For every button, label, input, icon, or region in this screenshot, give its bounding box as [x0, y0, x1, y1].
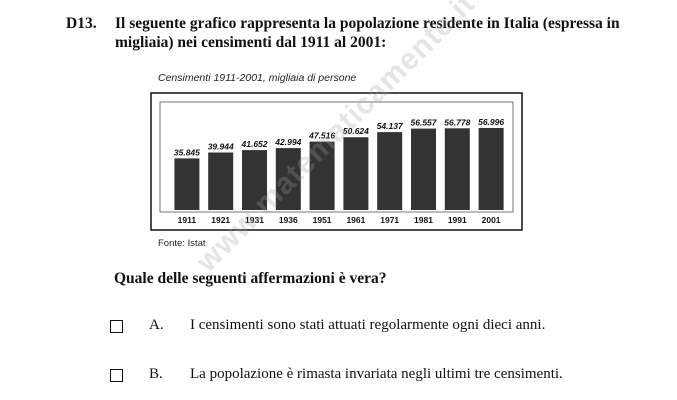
bar-1931: [242, 150, 267, 210]
bar-1921: [208, 152, 234, 210]
question-prompt: Quale delle seguenti affermazioni è vera…: [114, 270, 387, 287]
option-b-checkbox[interactable]: [110, 369, 123, 382]
data-label-1991: 56.778: [444, 117, 470, 127]
bar-1936: [275, 148, 301, 210]
tick-label-2001: 2001: [482, 215, 501, 225]
option-a-text: I censimenti sono stati attuati regolarm…: [190, 317, 546, 333]
bar-1951: [309, 141, 335, 210]
bar-1961: [343, 137, 369, 210]
tick-label-1936: 1936: [279, 215, 298, 225]
tick-label-1931: 1931: [245, 215, 264, 225]
data-label-1911: 35.845: [174, 147, 200, 157]
question-number: D13.: [66, 15, 97, 32]
data-label-1981: 56.557: [411, 118, 438, 128]
data-label-1951: 47.516: [308, 131, 335, 141]
tick-label-1991: 1991: [448, 215, 467, 225]
option-a[interactable]: A. I censimenti sono stati attuati regol…: [0, 317, 677, 341]
data-label-1971: 54.137: [377, 121, 404, 131]
data-label-2001: 56.996: [478, 117, 504, 127]
bar-1971: [377, 132, 403, 210]
data-label-1921: 39.944: [208, 142, 234, 152]
chart-source: Fonte: Istat: [158, 238, 206, 249]
option-a-checkbox[interactable]: [110, 320, 123, 333]
data-label-1931: 41.652: [241, 139, 268, 149]
bar-2001: [478, 128, 504, 210]
bar-chart: 35.845 1911 39.944 1921 41.652 1931 42.994 1936…: [150, 92, 523, 231]
question-text: Il seguente grafico rappresenta la popol…: [115, 15, 620, 51]
option-b[interactable]: B. La popolazione è rimasta invariata ne…: [0, 366, 677, 390]
bar-1981: [411, 128, 436, 210]
option-b-text: La popolazione è rimasta invariata negli…: [190, 366, 563, 382]
option-a-letter: A.: [149, 317, 164, 333]
data-label-1961: 50.624: [343, 126, 369, 136]
tick-label-1921: 1921: [211, 215, 230, 225]
bar-1911: [174, 158, 200, 210]
tick-label-1911: 1911: [178, 215, 197, 225]
tick-label-1951: 1951: [313, 215, 332, 225]
data-label-1936: 42.994: [274, 137, 301, 147]
tick-label-1961: 1961: [346, 215, 365, 225]
bar-1991: [444, 128, 470, 210]
tick-label-1981: 1981: [414, 215, 433, 225]
chart-title: Censimenti 1911-2001, migliaia di person…: [158, 72, 357, 84]
tick-label-1971: 1971: [380, 215, 399, 225]
option-b-letter: B.: [149, 366, 163, 382]
